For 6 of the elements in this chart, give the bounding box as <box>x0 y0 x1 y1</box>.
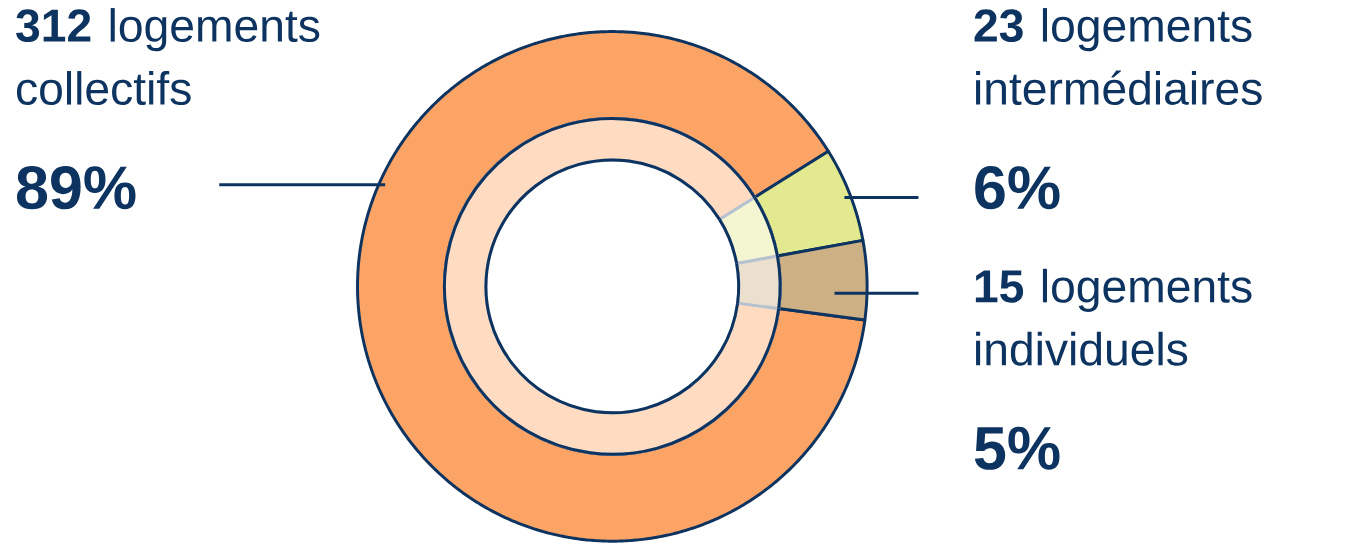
data-label: 89% <box>16 166 136 210</box>
slice-label: 23 logements intermédiaires <box>974 8 1262 105</box>
data-label: 6% <box>975 166 1060 210</box>
slice-label: 312 logements collectifs <box>16 8 320 105</box>
legend-label: 15 logements individuels <box>975 268 1252 366</box>
data-label: 5% <box>974 426 1060 470</box>
